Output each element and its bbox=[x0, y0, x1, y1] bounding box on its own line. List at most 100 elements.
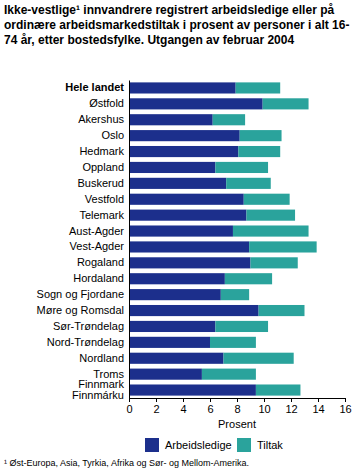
y-tick-label: Nord-Trøndelag bbox=[47, 336, 124, 348]
y-tick-label: Oppland bbox=[82, 161, 124, 173]
y-tick-label: Telemark bbox=[79, 209, 124, 221]
x-tick: 6 bbox=[207, 398, 213, 415]
x-axis-title: Prosent bbox=[218, 418, 256, 430]
bar bbox=[129, 162, 215, 173]
y-tick-label: Sogn og Fjordane bbox=[37, 288, 124, 300]
bar bbox=[129, 194, 244, 205]
bar bbox=[256, 384, 301, 395]
bar bbox=[129, 321, 215, 332]
bar bbox=[129, 225, 233, 236]
y-tick-label: Hedmark bbox=[79, 145, 124, 157]
x-tick-label: 6 bbox=[207, 403, 213, 415]
y-tick-label: Hordaland bbox=[73, 272, 124, 284]
y-axis: Hele landet Østfold Akershus Oslo Hedmark Opp… bbox=[37, 81, 130, 402]
y-tick-label: Hele landet bbox=[65, 81, 124, 93]
footnote: ¹ Øst-Europa, Asia, Tyrkia, Afrika og Sø… bbox=[4, 458, 249, 468]
bar bbox=[129, 369, 202, 380]
bar bbox=[246, 210, 295, 221]
bar bbox=[129, 146, 238, 157]
y-tick: Vest-Agder bbox=[70, 240, 129, 252]
bar bbox=[259, 305, 305, 316]
series bbox=[129, 82, 263, 395]
bar bbox=[129, 82, 236, 93]
bar bbox=[129, 289, 221, 300]
y-tick: Nord-Trøndelag bbox=[47, 336, 129, 348]
y-tick: Hordaland bbox=[73, 272, 129, 284]
y-axis-line bbox=[129, 81, 130, 399]
bar bbox=[215, 162, 268, 173]
y-tick: Telemark bbox=[79, 209, 129, 221]
bar bbox=[249, 241, 317, 252]
x-tick: 16 bbox=[339, 398, 351, 415]
y-tick: Oslo bbox=[101, 129, 129, 141]
legend-swatch bbox=[145, 438, 159, 452]
y-tick: Møre og Romsdal bbox=[37, 304, 129, 316]
bar bbox=[129, 241, 249, 252]
y-tick: Østfold bbox=[89, 97, 129, 109]
bar bbox=[129, 114, 213, 125]
y-tick-label: Rogaland bbox=[77, 256, 124, 268]
x-tick: 4 bbox=[180, 398, 186, 415]
legend-label: Tiltak bbox=[257, 439, 283, 451]
y-tick: Sør-Trøndelag bbox=[53, 320, 129, 332]
x-tick: 0 bbox=[126, 398, 132, 415]
y-tick-label: Vestfold bbox=[85, 193, 124, 205]
x-tick: 8 bbox=[234, 398, 240, 415]
x-tick-label: 8 bbox=[234, 403, 240, 415]
bar bbox=[263, 98, 309, 109]
y-tick-label: Møre og Romsdal bbox=[37, 304, 124, 316]
y-tick: Aust-Agder bbox=[69, 225, 129, 237]
bar bbox=[202, 369, 256, 380]
bar bbox=[213, 114, 245, 125]
y-tick: Vestfold bbox=[85, 193, 129, 205]
bar bbox=[215, 321, 268, 332]
plot: 0246810121416Hele landetØstfoldAkershusO… bbox=[37, 81, 352, 415]
y-tick-label: Østfold bbox=[89, 97, 124, 109]
y-tick-label: Aust-Agder bbox=[69, 225, 124, 237]
bar bbox=[225, 273, 272, 284]
bar bbox=[129, 178, 226, 189]
x-tick-mark bbox=[345, 398, 346, 402]
bar bbox=[129, 384, 256, 395]
x-tick-mark bbox=[129, 398, 130, 402]
legend-swatch bbox=[237, 438, 251, 452]
y-tick-label: Vest-Agder bbox=[70, 240, 125, 252]
x-tick-label: 4 bbox=[180, 403, 186, 415]
x-tick-mark bbox=[156, 398, 157, 402]
x-tick-label: 14 bbox=[312, 403, 324, 415]
bar bbox=[129, 353, 224, 364]
y-tick: Hedmark bbox=[79, 145, 129, 157]
y-tick: Buskerud bbox=[78, 177, 129, 189]
x-tick: 10 bbox=[258, 398, 270, 415]
bar bbox=[129, 305, 259, 316]
y-tick: Rogaland bbox=[77, 256, 129, 268]
x-axis-line bbox=[130, 399, 346, 403]
bar bbox=[224, 353, 294, 364]
bar bbox=[210, 337, 256, 348]
series bbox=[202, 82, 317, 395]
bars bbox=[129, 82, 317, 395]
x-tick-label: 0 bbox=[126, 403, 132, 415]
x-tick-label: 16 bbox=[339, 403, 351, 415]
x-tick-label: 12 bbox=[285, 403, 297, 415]
x-tick-mark bbox=[237, 398, 238, 402]
y-tick-label: Nordland bbox=[79, 352, 124, 364]
bar bbox=[129, 337, 210, 348]
bar bbox=[238, 146, 280, 157]
bar bbox=[236, 82, 281, 93]
x-tick-label: 10 bbox=[258, 403, 270, 415]
y-tick: Oppland bbox=[82, 161, 129, 173]
x-tick-mark bbox=[210, 398, 211, 402]
bar bbox=[244, 194, 290, 205]
bar bbox=[240, 130, 282, 141]
y-tick: FinnmarkFinnmárku bbox=[72, 378, 129, 401]
x-tick-mark bbox=[264, 398, 265, 402]
bar bbox=[129, 130, 240, 141]
bar bbox=[129, 273, 225, 284]
bar bbox=[129, 210, 246, 221]
legend: ArbeidsledigeTiltak bbox=[145, 438, 283, 452]
bar bbox=[129, 98, 263, 109]
bar bbox=[251, 257, 298, 268]
y-tick-label: Akershus bbox=[78, 113, 124, 125]
y-tick: Hele landet bbox=[65, 81, 129, 93]
